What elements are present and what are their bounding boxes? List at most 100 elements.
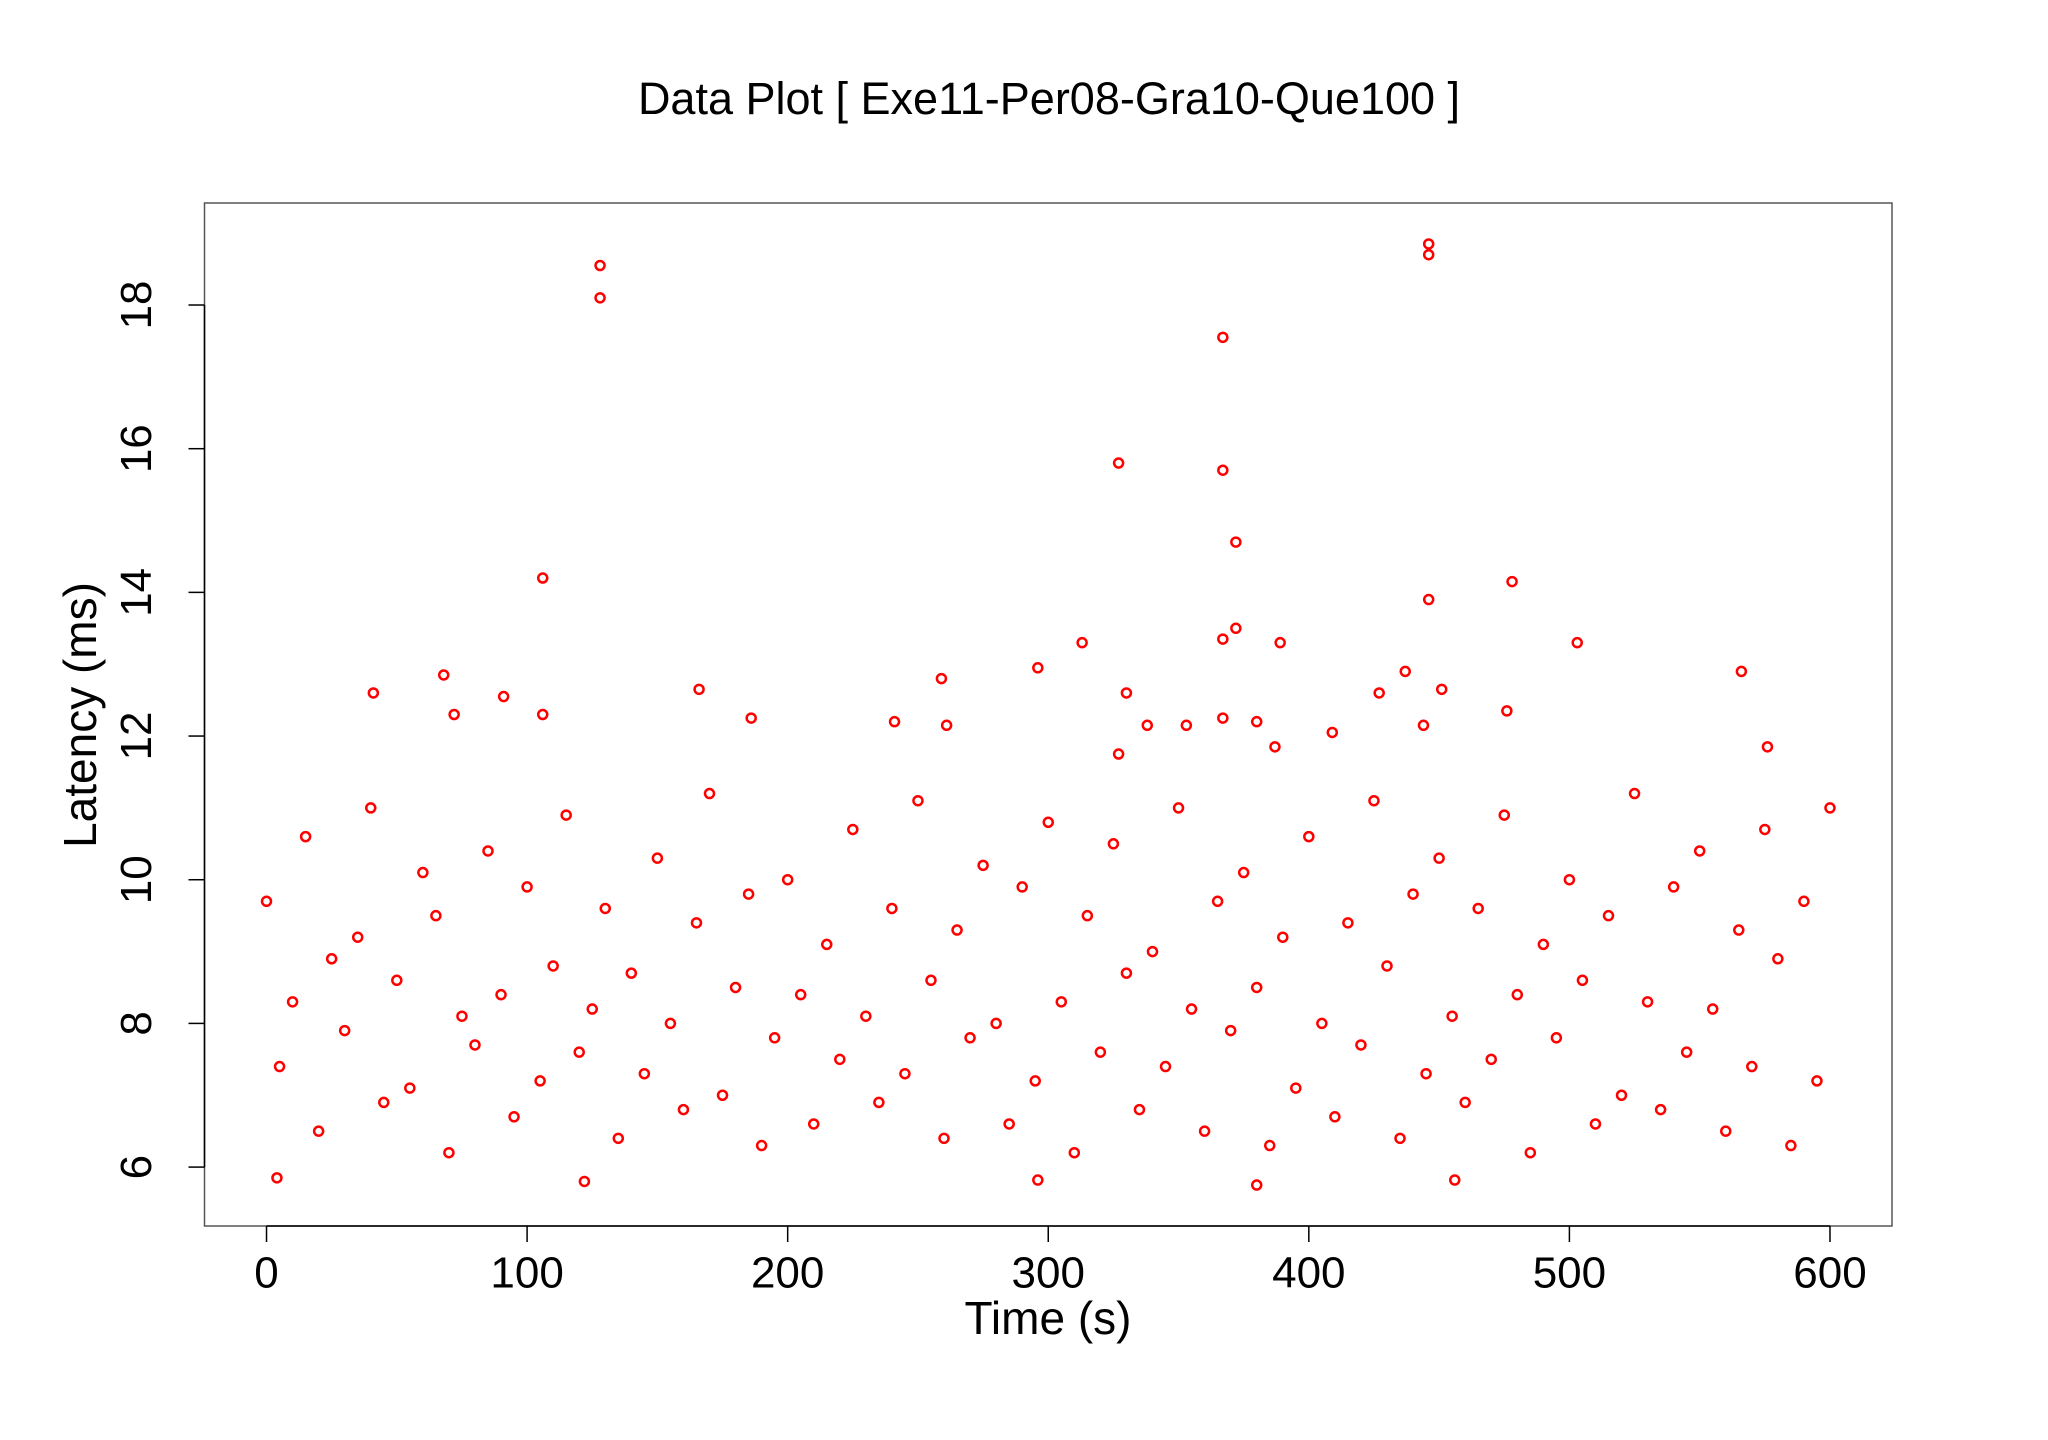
point [430,909,442,922]
point [497,690,510,703]
point [1772,953,1784,965]
point [1342,917,1354,929]
point [443,1146,455,1159]
point [729,981,742,994]
point [964,1032,976,1044]
point [1680,1046,1693,1058]
point [1368,794,1380,807]
point [1759,823,1771,836]
point [578,1175,591,1188]
point [1274,636,1286,649]
point [1224,1024,1237,1037]
point [1076,636,1088,649]
point [1211,895,1224,908]
point [935,672,948,685]
point [1029,1075,1041,1087]
point [625,967,638,979]
point [794,988,807,1001]
point [482,845,494,857]
point [1133,1103,1146,1116]
point [1373,687,1385,699]
y-tick-label: 14 [112,568,161,617]
point [1628,787,1641,800]
point [1472,902,1484,915]
point [1003,1118,1015,1130]
point [448,708,460,721]
point [912,794,924,807]
point [1394,1132,1406,1145]
point [1420,1067,1432,1080]
point [1141,719,1154,732]
point [1693,845,1706,857]
point [899,1067,911,1080]
x-axis-title: Time (s) [965,1292,1132,1344]
point [1381,960,1393,972]
point [560,809,572,821]
point [1746,1060,1758,1073]
point [1217,633,1229,645]
point [886,902,898,915]
point [1055,996,1068,1008]
point [495,988,507,1001]
x-tick-label: 200 [751,1249,824,1298]
point [1120,687,1133,699]
point [990,1017,1002,1030]
point [781,873,794,886]
point [547,960,559,972]
point [940,719,953,732]
point [534,1075,546,1087]
point [690,917,703,929]
point [1550,1032,1563,1044]
point [271,1172,283,1184]
point [1185,1003,1198,1015]
point [677,1103,690,1116]
y-tick-label: 16 [112,424,161,473]
point [1537,938,1550,951]
point [1250,981,1263,994]
point [312,1125,325,1137]
point [456,1010,468,1022]
point [594,292,606,304]
point [1798,895,1810,908]
y-tick-label: 10 [112,855,161,904]
point [1733,924,1745,936]
point [1501,705,1513,717]
point [768,1032,781,1044]
point [1269,741,1281,753]
point [807,1118,820,1130]
point [437,669,450,681]
point [860,1010,872,1022]
point [286,996,299,1008]
point [693,683,705,696]
point [1563,873,1576,886]
point [364,802,377,814]
point [651,852,664,864]
point [1407,888,1419,900]
x-tick-label: 600 [1793,1249,1866,1298]
point [1303,830,1315,843]
point [1417,719,1430,732]
point [1230,536,1242,548]
point [1250,715,1263,728]
point [1230,622,1242,635]
y-axis-title: Latency (ms) [54,582,106,848]
point [1706,1003,1719,1015]
point [925,974,937,987]
point [404,1082,416,1094]
point [1506,575,1518,588]
point [1263,1139,1276,1152]
point [1459,1096,1471,1109]
point [1120,967,1133,979]
point [1159,1060,1172,1073]
x-tick-label: 500 [1533,1249,1606,1298]
point [1435,683,1448,696]
point [1399,665,1411,678]
point [1068,1146,1081,1159]
point [664,1017,677,1030]
point [1217,331,1229,344]
point [573,1046,585,1058]
point [469,1039,481,1051]
point [1811,1075,1823,1087]
point [1615,1089,1628,1102]
point [1081,909,1094,922]
